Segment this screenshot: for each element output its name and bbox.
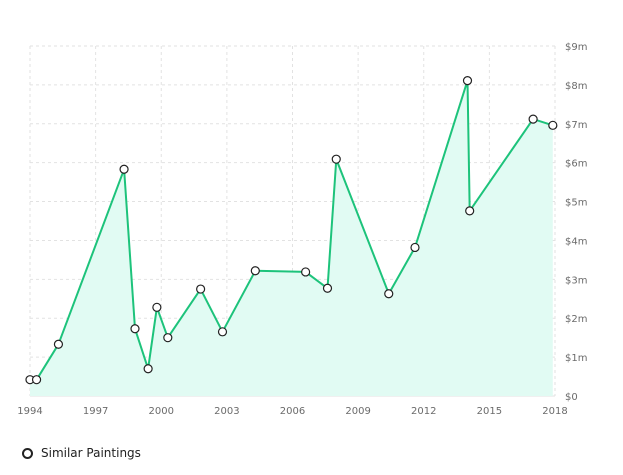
x-tick-label: 1997 bbox=[83, 406, 108, 417]
data-point[interactable] bbox=[410, 242, 420, 253]
legend-marker-icon bbox=[22, 447, 33, 459]
data-point[interactable] bbox=[143, 364, 153, 374]
data-point[interactable] bbox=[130, 324, 140, 334]
data-point[interactable] bbox=[465, 206, 475, 216]
y-tick-label: $3m bbox=[565, 275, 587, 286]
x-tick-label: 2006 bbox=[280, 406, 305, 417]
legend-label: Similar Paintings bbox=[41, 446, 141, 460]
data-point[interactable] bbox=[462, 76, 473, 86]
legend-item-similar-paintings[interactable]: Similar Paintings bbox=[22, 446, 141, 460]
data-point[interactable] bbox=[119, 164, 129, 174]
series-line bbox=[30, 79, 554, 381]
x-tick-label: 2018 bbox=[542, 406, 567, 417]
x-tick-label: 2009 bbox=[345, 406, 370, 417]
data-point[interactable] bbox=[331, 154, 341, 164]
series-points[interactable] bbox=[25, 76, 558, 385]
data-point[interactable] bbox=[53, 339, 64, 349]
x-tick-label: 2015 bbox=[477, 406, 502, 417]
y-tick-label: $8m bbox=[565, 81, 587, 92]
data-point[interactable] bbox=[31, 375, 42, 385]
x-tick-label: 2012 bbox=[411, 406, 436, 417]
data-point[interactable] bbox=[384, 289, 394, 299]
data-point[interactable] bbox=[528, 114, 538, 124]
x-tick-label: 1994 bbox=[17, 406, 42, 417]
y-tick-label: $2m bbox=[565, 314, 587, 325]
data-point[interactable] bbox=[217, 327, 228, 337]
y-tick-label: $0 bbox=[565, 392, 578, 403]
data-point[interactable] bbox=[322, 283, 333, 293]
data-point[interactable] bbox=[196, 284, 206, 294]
series-area bbox=[30, 80, 553, 396]
data-point[interactable] bbox=[548, 120, 558, 130]
data-point[interactable] bbox=[301, 267, 311, 277]
data-point[interactable] bbox=[250, 266, 260, 276]
x-tick-label: 2003 bbox=[214, 406, 239, 417]
y-tick-label: $6m bbox=[565, 159, 587, 170]
y-tick-label: $5m bbox=[565, 198, 587, 209]
y-tick-label: $7m bbox=[565, 120, 587, 131]
y-tick-label: $9m bbox=[565, 42, 587, 53]
data-point[interactable] bbox=[163, 333, 173, 343]
x-tick-label: 2000 bbox=[149, 406, 174, 417]
y-tick-label: $4m bbox=[565, 236, 587, 247]
x-axis-ticks: 1994 1997 2000 2003 2006 2009 2012 2015 2018 bbox=[17, 406, 567, 417]
data-point[interactable] bbox=[152, 302, 162, 312]
y-tick-label: $1m bbox=[565, 353, 587, 364]
y-axis-ticks: $0 $1m $2m $3m $4m $5m $6m $7m $8m $9m bbox=[565, 42, 587, 403]
